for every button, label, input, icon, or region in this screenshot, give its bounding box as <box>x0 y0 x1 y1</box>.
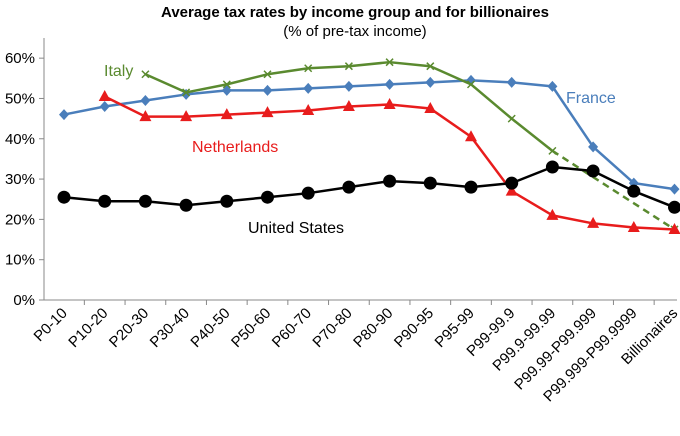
data-point <box>464 180 478 194</box>
data-point <box>548 146 557 155</box>
data-point <box>385 58 394 67</box>
x-tick-label: P10-20 <box>65 305 111 351</box>
data-point <box>140 94 151 106</box>
data-point <box>546 208 559 220</box>
data-point <box>220 108 233 120</box>
data-point <box>383 98 396 110</box>
y-tick-label: 40% <box>5 131 35 148</box>
data-point <box>220 194 234 208</box>
series-label-france: France <box>566 90 616 107</box>
data-point <box>343 80 354 92</box>
data-point <box>303 82 314 94</box>
series-united-states <box>57 160 680 214</box>
data-point <box>141 70 150 79</box>
data-point <box>424 102 437 114</box>
chart-subtitle: (% of pre-tax income) <box>283 23 426 40</box>
series-italy <box>141 58 679 234</box>
chart-axes <box>43 38 677 301</box>
data-point <box>139 110 152 122</box>
data-point <box>547 80 558 92</box>
series-label-italy: Italy <box>104 63 133 80</box>
data-point <box>627 220 640 232</box>
data-point <box>138 194 152 208</box>
data-point <box>179 198 193 212</box>
data-point <box>180 110 193 122</box>
data-point <box>221 84 232 96</box>
x-tick-label: P20-30 <box>106 305 152 351</box>
data-point <box>262 84 273 96</box>
data-point <box>57 190 71 204</box>
data-point <box>304 64 313 73</box>
data-point <box>261 106 274 118</box>
y-axis-ticks: 0% 10% 20% 30% 40% 50% 60% <box>5 50 44 309</box>
data-point <box>383 174 397 188</box>
data-point <box>668 222 680 234</box>
series-labels: France Italy Netherlands United States <box>104 63 616 237</box>
data-point <box>669 183 680 195</box>
series-france <box>59 74 680 195</box>
data-point <box>302 104 315 116</box>
y-tick-label: 30% <box>5 171 35 188</box>
data-point <box>423 176 437 190</box>
data-point <box>627 184 641 198</box>
y-tick-label: 50% <box>5 90 35 107</box>
series-label-netherlands: Netherlands <box>192 139 278 156</box>
series-dashed-line <box>551 149 676 231</box>
data-point <box>98 89 111 101</box>
data-point <box>426 62 435 71</box>
data-point <box>588 141 599 153</box>
x-tick-label: P50-60 <box>228 305 274 351</box>
y-tick-label: 10% <box>5 252 35 269</box>
series-line <box>63 165 675 209</box>
data-point <box>98 194 112 208</box>
data-point <box>301 186 315 200</box>
data-point <box>182 88 191 97</box>
series-label-united-states: United States <box>248 220 344 237</box>
data-point <box>342 100 355 112</box>
data-point <box>505 176 519 190</box>
data-point <box>545 160 559 174</box>
series-line <box>63 79 675 191</box>
x-tick-label: P70-80 <box>310 305 356 351</box>
data-point <box>507 114 516 123</box>
x-tick-label: P60-70 <box>269 305 315 351</box>
y-tick-label: 60% <box>5 50 35 67</box>
data-point <box>587 216 600 228</box>
x-tick-label: P30-40 <box>147 305 193 351</box>
data-point <box>222 80 231 89</box>
x-tick-label: P80-90 <box>350 305 396 351</box>
data-point <box>99 101 110 113</box>
data-point <box>425 76 436 88</box>
data-point <box>263 70 272 79</box>
data-point <box>342 180 356 194</box>
y-tick-label: 0% <box>13 292 35 309</box>
data-point <box>506 76 517 88</box>
x-axis-ticks: P0-10P10-20P20-30P30-40P40-50P50-60P60-7… <box>31 300 680 405</box>
data-point <box>59 109 69 121</box>
data-point <box>384 78 395 90</box>
chart-title: Average tax rates by income group and fo… <box>161 4 549 21</box>
x-tick-label: P90-95 <box>391 305 437 351</box>
data-point <box>586 164 600 178</box>
y-tick-label: 20% <box>5 211 35 228</box>
data-point <box>505 184 518 196</box>
data-point <box>344 62 353 71</box>
data-point <box>466 80 476 89</box>
x-tick-label: P40-50 <box>187 305 233 351</box>
data-point <box>465 130 477 142</box>
series-netherlands <box>98 89 680 234</box>
data-point <box>261 190 274 204</box>
series-layer <box>57 58 680 234</box>
data-point <box>668 200 680 214</box>
